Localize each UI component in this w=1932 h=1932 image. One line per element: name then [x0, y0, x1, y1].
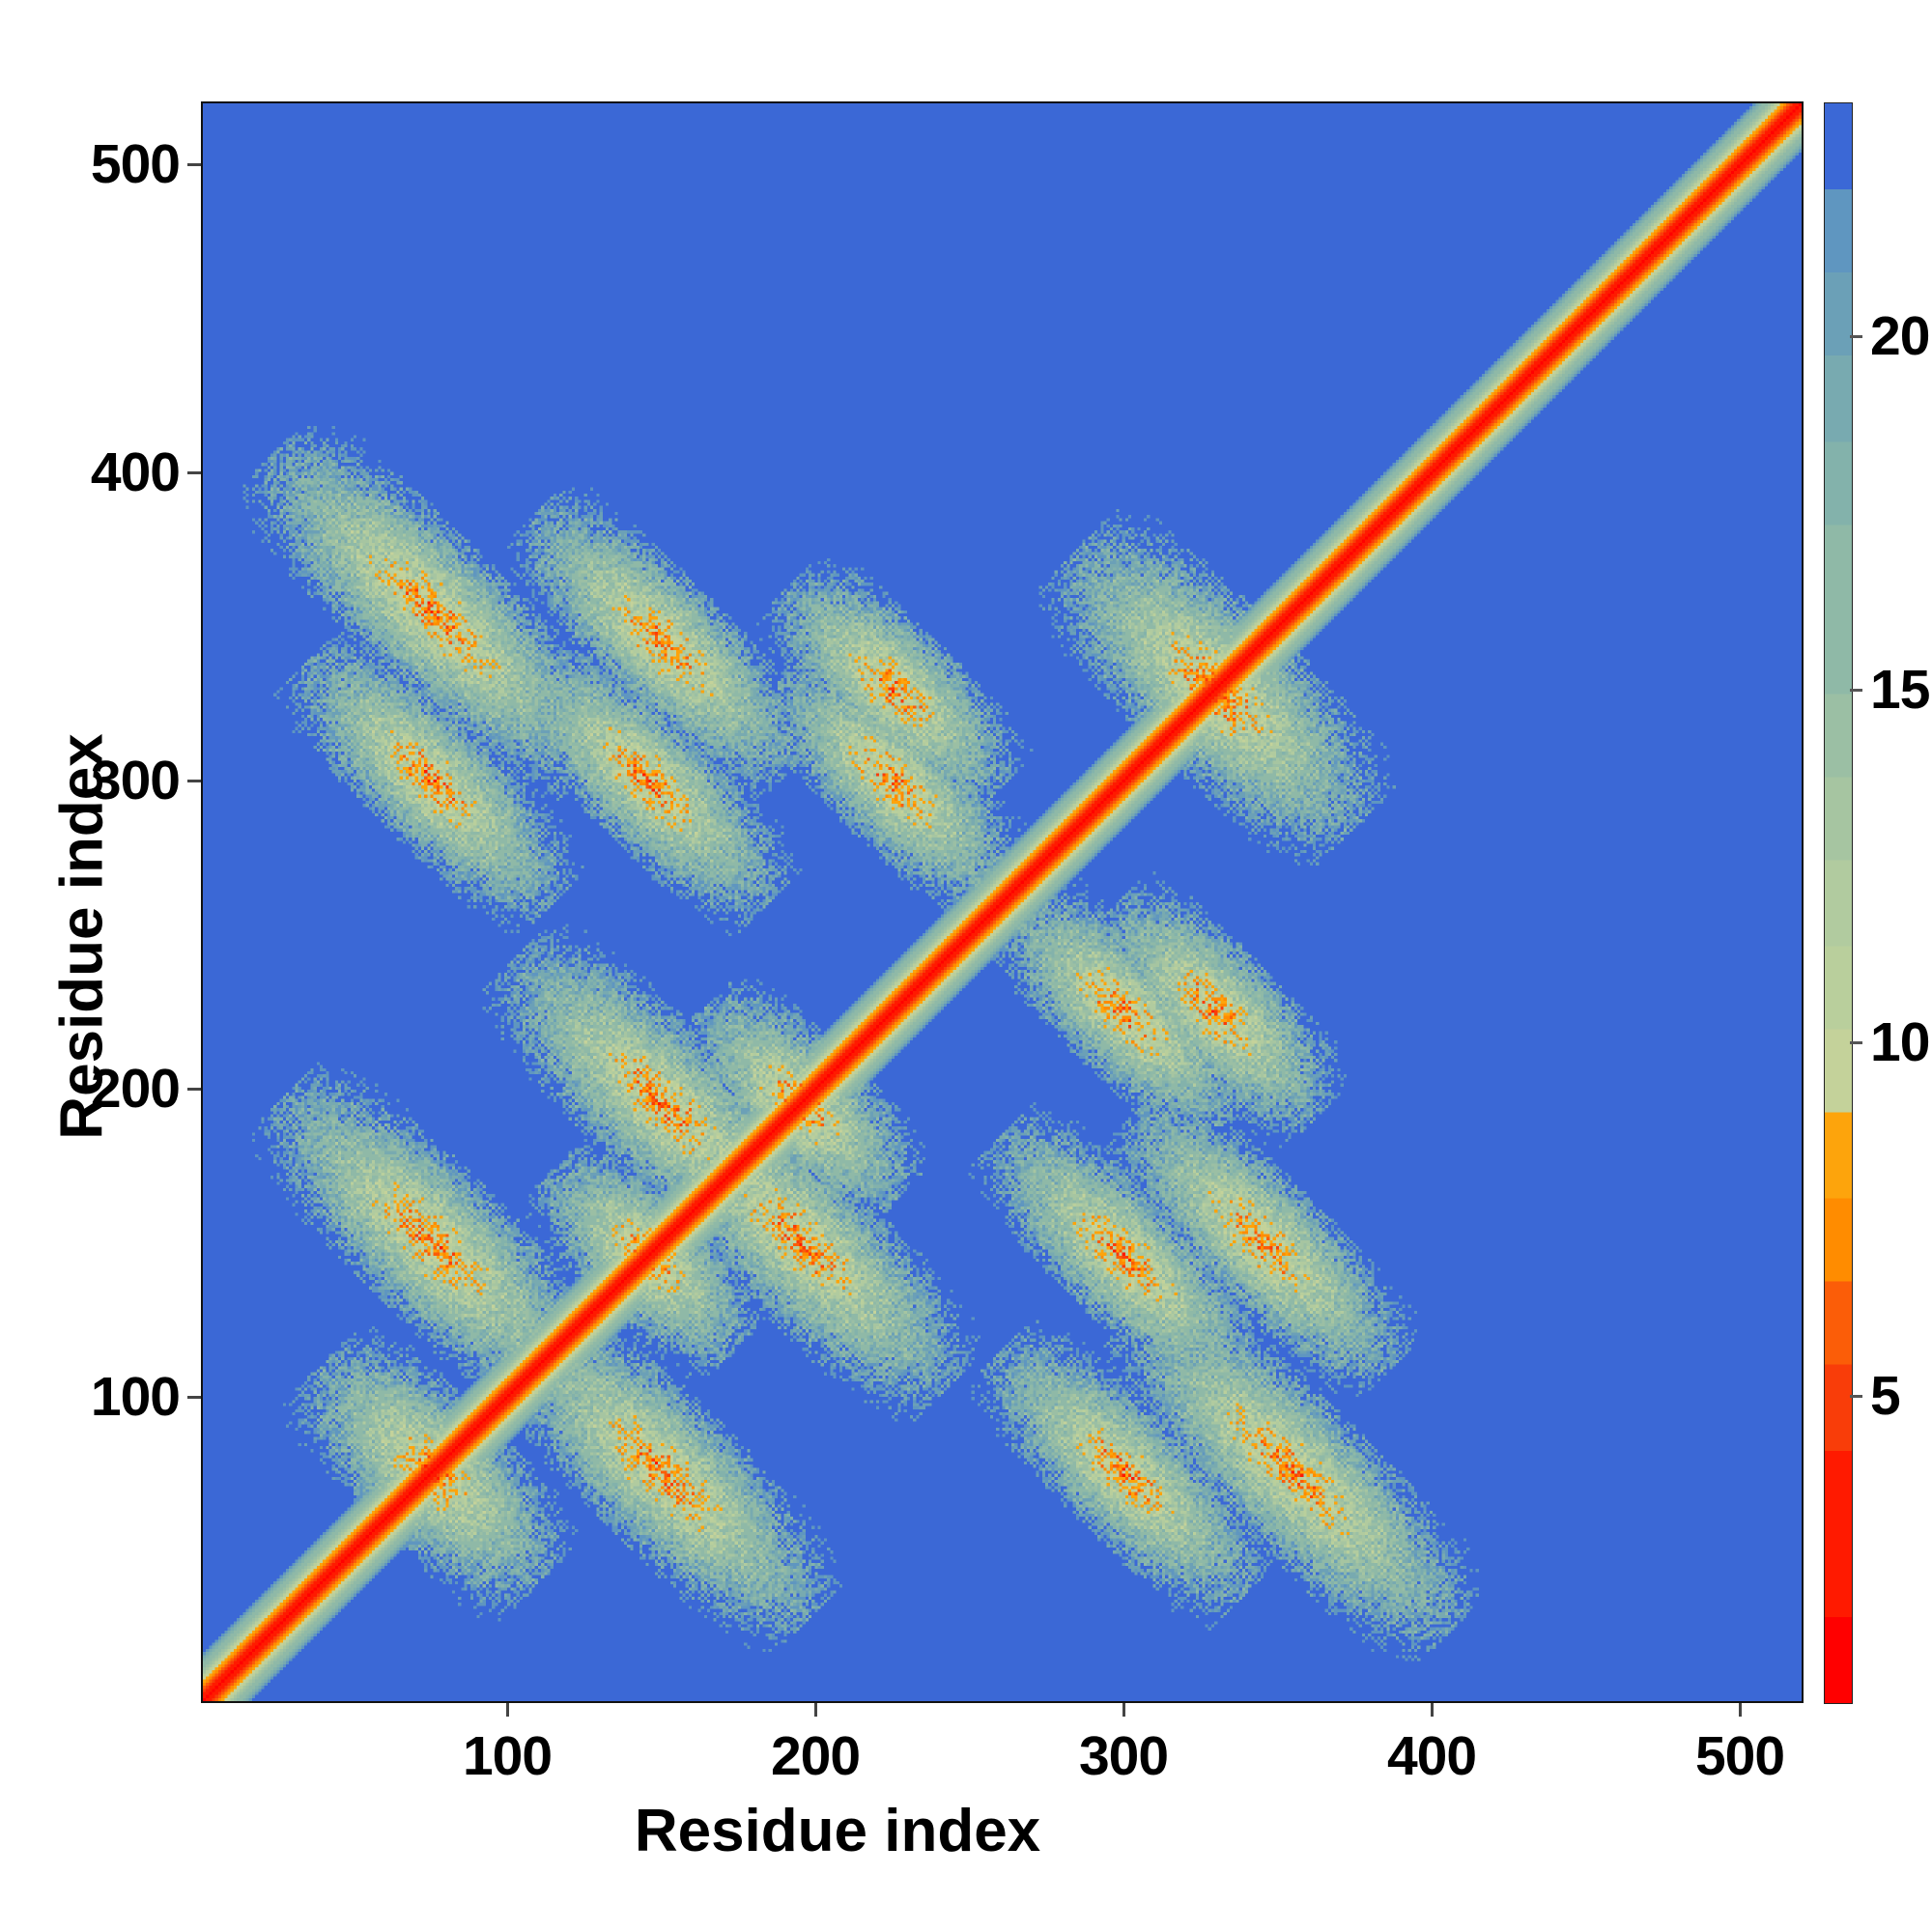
- colorbar-tick-label: 5: [1870, 1365, 1901, 1427]
- colorbar-tick-label: 10: [1870, 1011, 1930, 1074]
- x-tick-mark: [506, 1703, 509, 1717]
- y-tick-mark: [187, 780, 201, 782]
- y-tick-label: 500: [90, 133, 181, 195]
- colorbar-tick-mark: [1850, 688, 1862, 692]
- colorbar-gradient: [1825, 103, 1852, 1703]
- colorbar-tick-mark: [1850, 1041, 1862, 1045]
- y-tick-label: 100: [90, 1366, 181, 1428]
- colorbar-tick-label: 15: [1870, 658, 1930, 721]
- x-tick-label: 400: [1386, 1725, 1477, 1787]
- colorbar-tick-label: 20: [1870, 305, 1930, 367]
- x-tick-label: 200: [770, 1725, 861, 1787]
- y-tick-mark: [187, 471, 201, 474]
- x-tick-mark: [814, 1703, 817, 1717]
- x-tick-mark: [1431, 1703, 1434, 1717]
- x-tick-label: 100: [462, 1725, 553, 1787]
- x-tick-label: 500: [1694, 1725, 1785, 1787]
- y-tick-mark: [187, 163, 201, 166]
- colorbar-tick-mark: [1850, 335, 1862, 338]
- y-tick-label: 200: [90, 1058, 181, 1120]
- contact-map-canvas: [203, 103, 1802, 1701]
- y-axis-title: Residue index: [48, 733, 116, 1140]
- y-tick-label: 400: [90, 441, 181, 503]
- y-tick-label: 300: [90, 750, 181, 811]
- colorbar-tick-mark: [1850, 1395, 1862, 1398]
- x-tick-mark: [1739, 1703, 1742, 1717]
- x-tick-label: 300: [1078, 1725, 1169, 1787]
- y-tick-mark: [187, 1088, 201, 1091]
- x-tick-mark: [1122, 1703, 1125, 1717]
- contact-map-plot[interactable]: [201, 101, 1804, 1703]
- x-axis-title: Residue index: [634, 1798, 1041, 1864]
- colorbar[interactable]: [1824, 102, 1853, 1704]
- y-tick-mark: [187, 1396, 201, 1399]
